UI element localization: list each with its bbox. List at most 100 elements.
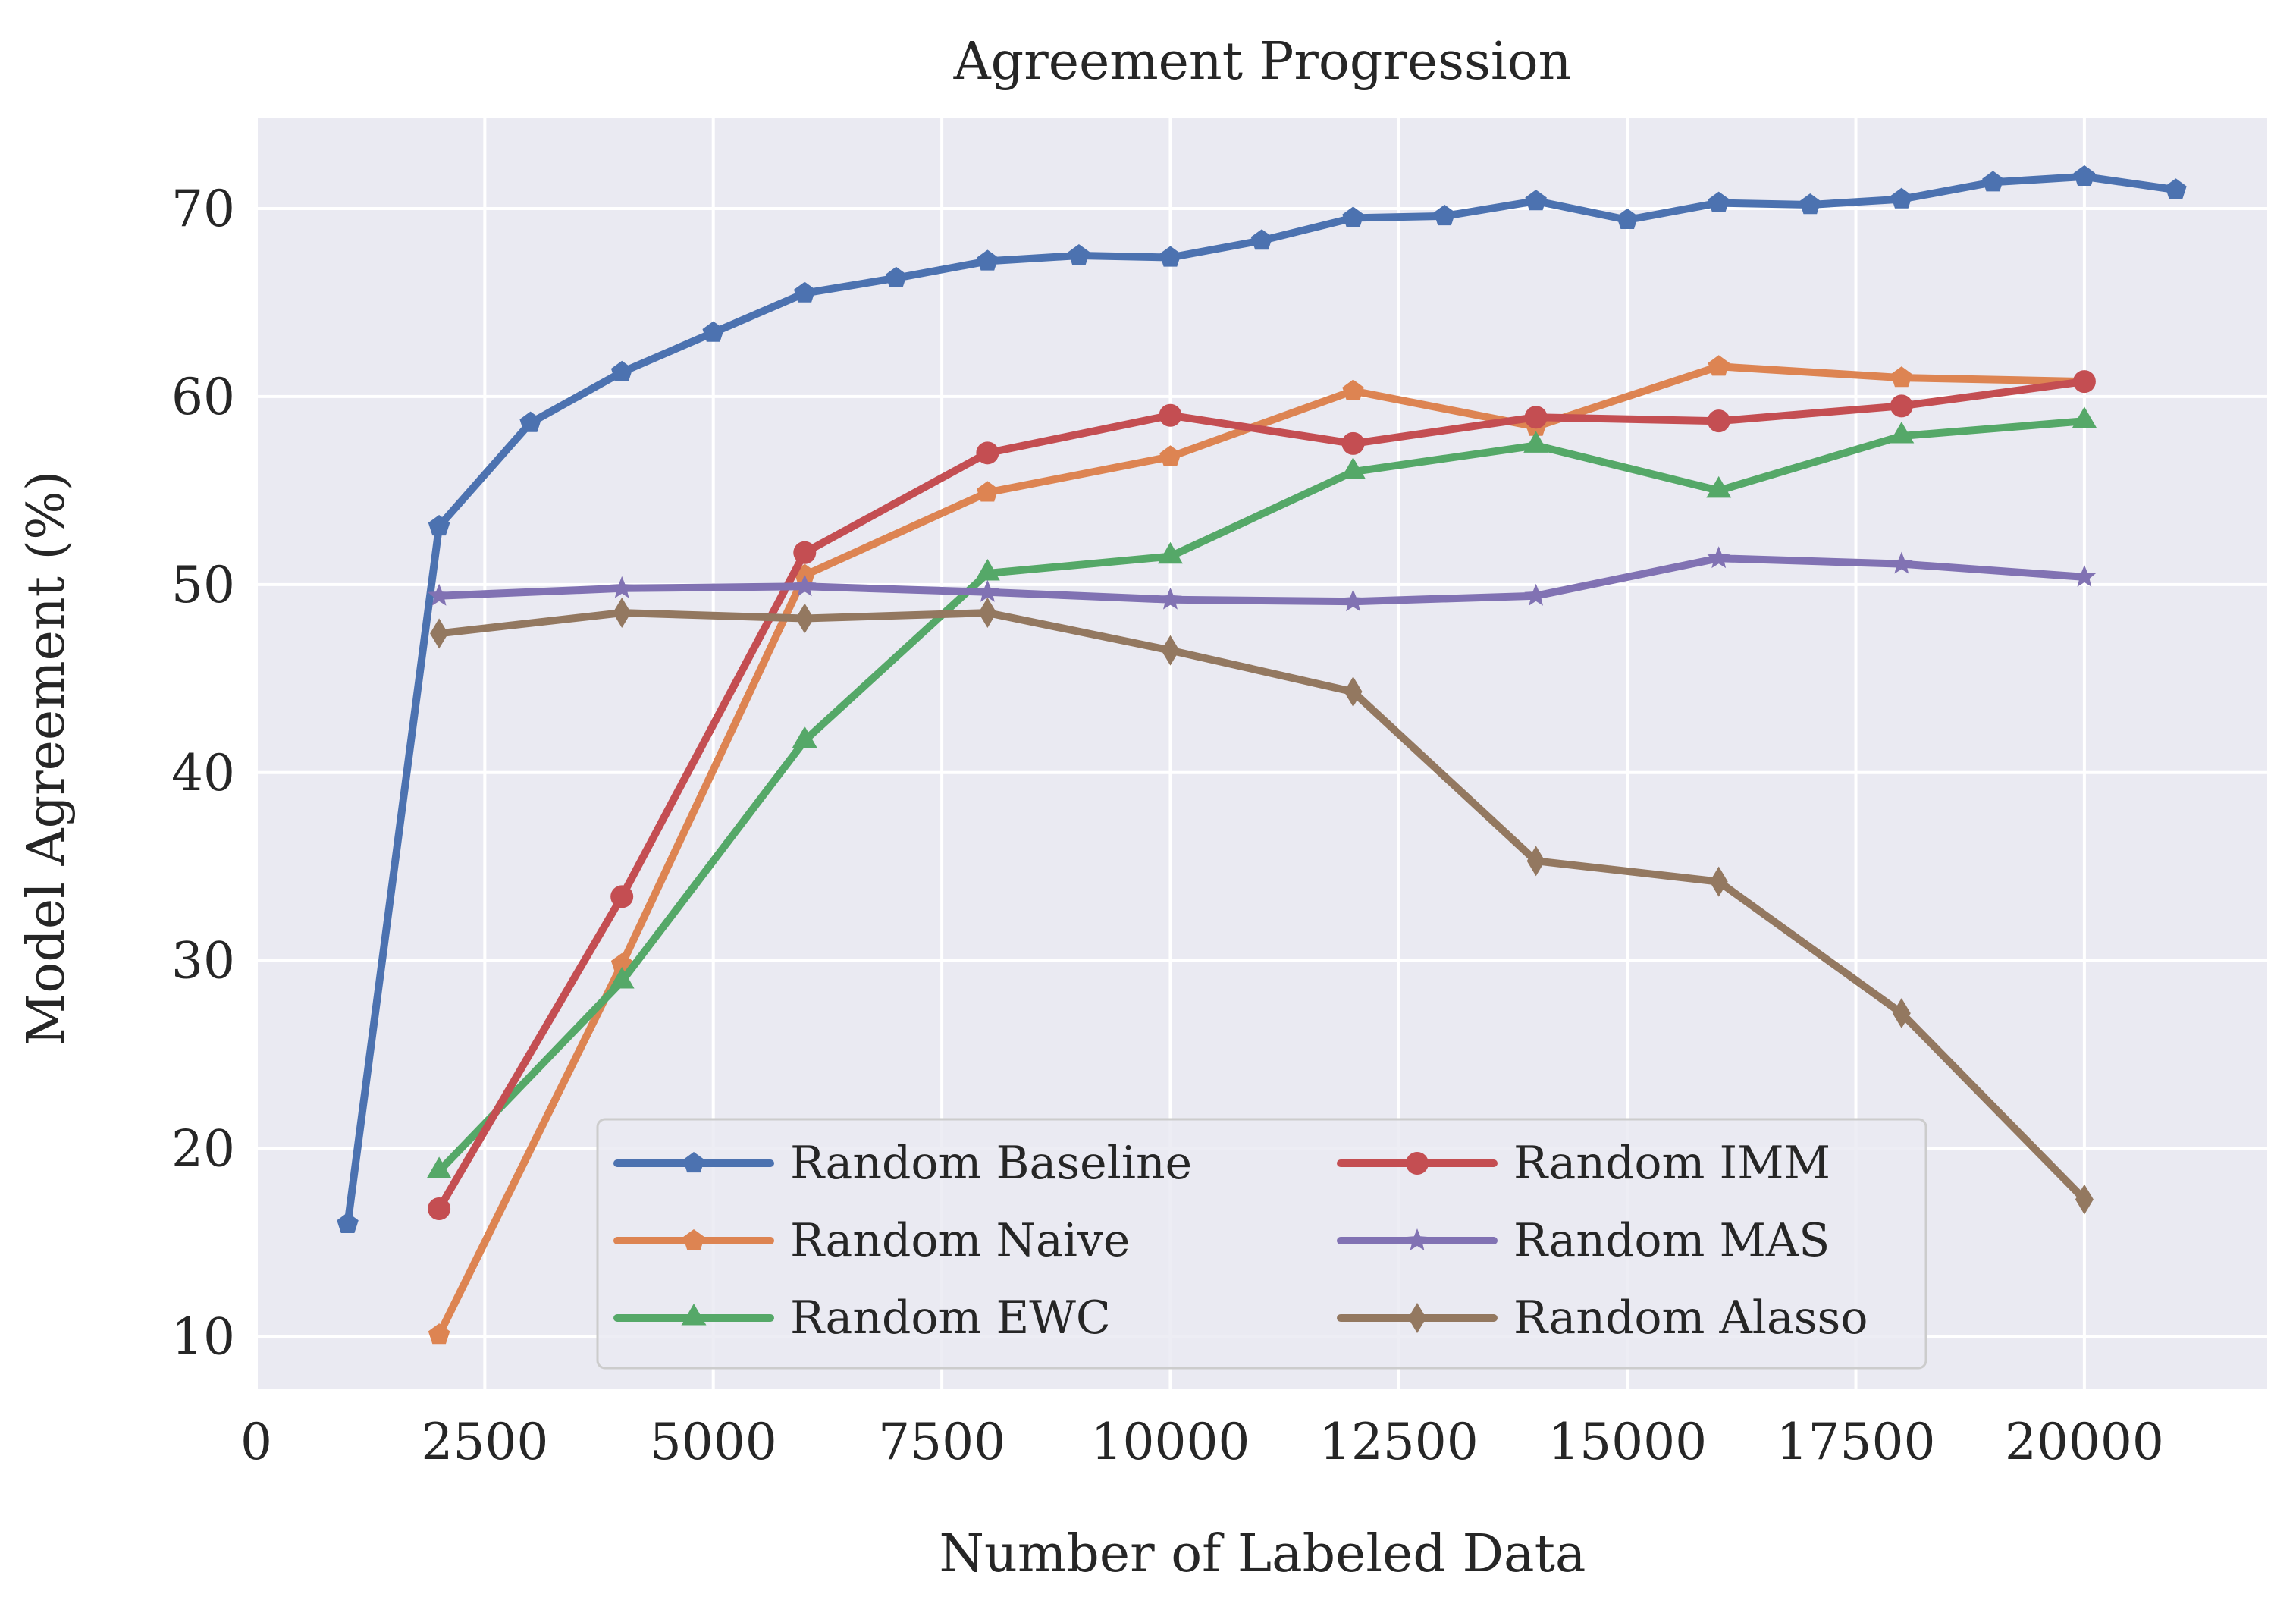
legend-label: Random Naive (790, 1214, 1130, 1267)
x-tick-label: 7500 (878, 1413, 1005, 1471)
data-point (978, 598, 997, 629)
data-point (1344, 676, 1363, 708)
data-point (1526, 846, 1545, 877)
x-tick-label: 0 (240, 1413, 272, 1471)
y-axis-label: Model Agreement (%) (17, 471, 77, 1046)
data-point (427, 583, 451, 606)
data-point (2073, 165, 2096, 186)
y-axis-ticks: 10 20 30 40 50 60 70 (171, 180, 235, 1367)
series-line (435, 362, 2088, 1339)
y-tick-label: 10 (171, 1308, 235, 1367)
legend-marker (1408, 1303, 1426, 1333)
data-point (2072, 406, 2097, 428)
data-point (1250, 229, 1273, 250)
y-tick-label: 40 (171, 744, 235, 802)
data-point (793, 574, 817, 597)
data-point (1341, 431, 1365, 455)
series-line (435, 609, 2088, 1203)
data-point (609, 967, 635, 989)
data-point (795, 603, 814, 634)
data-point (793, 541, 817, 564)
data-point (1068, 244, 1090, 265)
data-point (337, 1212, 359, 1233)
data-point (976, 441, 999, 465)
data-point (1799, 193, 1821, 215)
series-line (435, 378, 2088, 1213)
series-layer (337, 165, 2187, 1345)
legend-label: Random Baseline (790, 1137, 1192, 1190)
x-axis-ticks: 0 2500 5000 7500 10000 12500 15000 17500 20000 (240, 1413, 2164, 1471)
data-point (1159, 246, 1181, 267)
x-tick-label: 15000 (1548, 1413, 1707, 1471)
data-point (1524, 583, 1548, 606)
x-tick-label: 10000 (1090, 1413, 1250, 1471)
legend-label: Random MAS (1513, 1214, 1830, 1267)
series-random-alasso (430, 598, 2094, 1215)
data-point (1890, 551, 1913, 574)
x-tick-label: 17500 (1777, 1413, 1936, 1471)
data-point (794, 281, 816, 303)
data-point (1341, 589, 1365, 612)
legend-marker (1405, 1228, 1429, 1250)
legend-marker (682, 1229, 705, 1250)
data-point (1706, 475, 1732, 498)
chart-title: Agreement Progression (953, 32, 1572, 92)
data-point (1158, 541, 1183, 564)
data-point (1982, 171, 2004, 192)
legend-label: Random IMM (1513, 1137, 1830, 1190)
series-random-imm (428, 370, 2096, 1220)
legend-item: Random Naive (613, 1214, 1130, 1267)
data-point (977, 481, 999, 502)
data-point (1342, 379, 1364, 400)
legend-item: Random EWC (613, 1291, 1111, 1345)
data-point (1709, 866, 1728, 897)
x-axis-label: Number of Labeled Data (939, 1524, 1586, 1584)
y-tick-label: 60 (171, 368, 235, 426)
x-tick-label: 12500 (1319, 1413, 1479, 1471)
legend: Random Baseline Random Naive Random EWC Ran… (596, 1118, 1927, 1370)
data-point (1159, 445, 1181, 466)
x-tick-label: 20000 (2005, 1413, 2164, 1471)
data-point (1341, 457, 1366, 479)
series-line (435, 554, 2088, 606)
legend-item: Random Alasso (1337, 1291, 1868, 1345)
data-point (2165, 178, 2187, 199)
data-point (428, 1323, 450, 1345)
series-random-baseline (337, 165, 2187, 1233)
data-point (1707, 546, 1730, 569)
legend-frame (596, 1118, 1927, 1370)
legend-item: Random MAS (1337, 1214, 1830, 1267)
data-point (1890, 366, 1913, 388)
data-point (702, 321, 724, 342)
data-point (1890, 187, 1913, 209)
data-point (1159, 587, 1182, 610)
y-tick-label: 30 (171, 932, 235, 990)
y-tick-label: 50 (171, 556, 235, 614)
data-point (792, 726, 817, 748)
data-point (428, 515, 450, 536)
series-random-ewc (426, 406, 2097, 1178)
data-point (1616, 208, 1639, 229)
data-point (977, 249, 999, 271)
data-point (519, 411, 541, 432)
y-tick-label: 70 (171, 180, 235, 238)
data-point (1889, 422, 1915, 444)
legend-item: Random IMM (1337, 1137, 1830, 1190)
data-point (428, 1197, 451, 1220)
data-point (1708, 355, 1730, 376)
data-point (1890, 394, 1913, 418)
data-point (1523, 431, 1549, 453)
legend-marker (682, 1152, 705, 1173)
data-point (976, 579, 999, 602)
data-point (2075, 1184, 2094, 1215)
data-point (426, 1156, 452, 1178)
series-line (435, 417, 2088, 1175)
legend-marker (1406, 1152, 1429, 1175)
data-point (1342, 206, 1364, 227)
data-point (974, 559, 1000, 581)
series-random-naive (428, 355, 2096, 1345)
data-point (613, 598, 632, 629)
data-point (1525, 190, 1547, 211)
legend-item: Random Baseline (613, 1137, 1192, 1190)
